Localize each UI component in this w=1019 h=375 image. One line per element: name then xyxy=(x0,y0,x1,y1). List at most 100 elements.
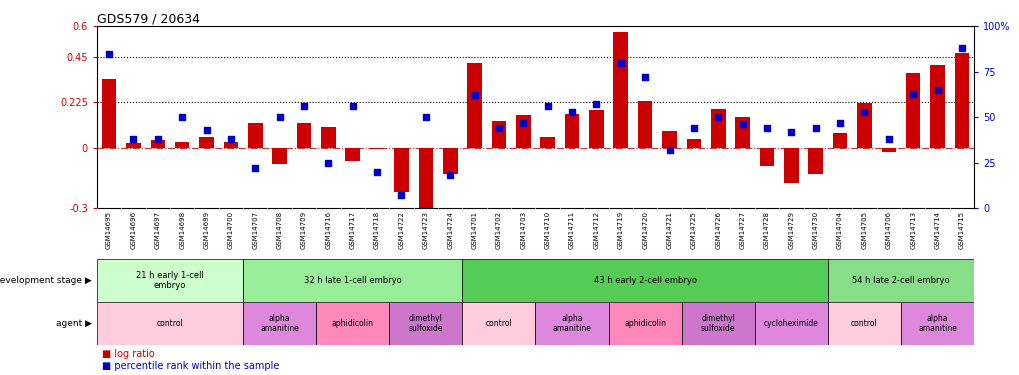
Point xyxy=(564,109,580,115)
Bar xyxy=(565,114,579,147)
Point xyxy=(709,114,726,120)
Bar xyxy=(735,117,749,147)
Bar xyxy=(243,302,316,345)
Text: GSM14716: GSM14716 xyxy=(325,211,331,249)
Point xyxy=(539,103,555,109)
Point xyxy=(783,129,799,135)
Text: GSM14726: GSM14726 xyxy=(714,211,720,249)
Bar xyxy=(151,140,165,147)
Bar xyxy=(832,134,847,147)
Text: GSM14729: GSM14729 xyxy=(788,211,794,249)
Point xyxy=(734,122,750,128)
Bar xyxy=(223,142,238,147)
Text: GSM14714: GSM14714 xyxy=(933,211,940,249)
Text: GSM14698: GSM14698 xyxy=(179,211,185,249)
Bar xyxy=(97,259,243,302)
Point xyxy=(953,45,969,51)
Bar xyxy=(370,147,384,148)
Point xyxy=(928,87,945,93)
Text: dimethyl
sulfoxide: dimethyl sulfoxide xyxy=(700,314,735,333)
Point xyxy=(904,90,920,96)
Bar xyxy=(759,147,773,166)
Bar xyxy=(297,123,311,147)
Text: ■ log ratio: ■ log ratio xyxy=(102,349,155,359)
Text: alpha
amanitine: alpha amanitine xyxy=(552,314,591,333)
Point xyxy=(101,51,117,57)
Point xyxy=(612,60,629,66)
Point xyxy=(125,136,142,142)
Text: 54 h late 2-cell embryo: 54 h late 2-cell embryo xyxy=(851,276,949,285)
Bar xyxy=(856,103,871,147)
Text: GSM14725: GSM14725 xyxy=(690,211,696,249)
Point xyxy=(856,109,872,115)
Text: GSM14704: GSM14704 xyxy=(837,211,843,249)
Text: GSM14717: GSM14717 xyxy=(350,211,356,249)
Text: GSM14695: GSM14695 xyxy=(106,211,112,249)
Bar xyxy=(827,302,900,345)
Text: GSM14718: GSM14718 xyxy=(374,211,380,249)
Bar xyxy=(126,144,141,147)
Point xyxy=(150,136,166,142)
Point xyxy=(393,192,410,198)
Text: GSM14727: GSM14727 xyxy=(739,211,745,249)
Text: GSM14697: GSM14697 xyxy=(155,211,161,249)
Bar xyxy=(710,109,725,147)
Bar xyxy=(784,147,798,183)
Bar xyxy=(462,259,827,302)
Text: GSM14707: GSM14707 xyxy=(252,211,258,249)
Bar xyxy=(905,73,919,147)
Bar xyxy=(681,302,754,345)
Bar xyxy=(589,110,603,147)
Text: GSM14701: GSM14701 xyxy=(471,211,477,249)
Bar xyxy=(612,32,628,147)
Text: GSM14728: GSM14728 xyxy=(763,211,769,249)
Text: GDS579 / 20634: GDS579 / 20634 xyxy=(97,12,200,25)
Point xyxy=(588,102,604,108)
Text: GSM14713: GSM14713 xyxy=(909,211,915,249)
Point xyxy=(174,114,191,120)
Point xyxy=(636,74,652,80)
Point xyxy=(515,120,531,126)
Bar xyxy=(272,147,286,164)
Text: GSM14709: GSM14709 xyxy=(301,211,307,249)
Text: 43 h early 2-cell embryo: 43 h early 2-cell embryo xyxy=(593,276,696,285)
Point xyxy=(271,114,287,120)
Point xyxy=(685,125,701,131)
Bar xyxy=(102,79,116,147)
Bar xyxy=(243,259,462,302)
Text: GSM14720: GSM14720 xyxy=(642,211,647,249)
Text: cycloheximide: cycloheximide xyxy=(763,319,818,328)
Text: GSM14705: GSM14705 xyxy=(861,211,866,249)
Bar xyxy=(491,121,505,147)
Bar xyxy=(880,147,896,152)
Text: GSM14700: GSM14700 xyxy=(227,211,233,249)
Bar xyxy=(808,147,822,174)
Text: ■ percentile rank within the sample: ■ percentile rank within the sample xyxy=(102,361,279,371)
Text: GSM14723: GSM14723 xyxy=(423,211,428,249)
Bar xyxy=(321,127,335,147)
Text: GSM14696: GSM14696 xyxy=(130,211,137,249)
Text: GSM14719: GSM14719 xyxy=(618,211,624,249)
Bar xyxy=(754,302,827,345)
Bar xyxy=(608,302,681,345)
Point xyxy=(320,160,336,166)
Text: alpha
amanitine: alpha amanitine xyxy=(260,314,299,333)
Point xyxy=(807,125,823,131)
Point xyxy=(344,103,361,109)
Point xyxy=(466,92,482,98)
Bar xyxy=(462,302,535,345)
Point xyxy=(758,125,774,131)
Bar xyxy=(929,64,944,147)
Text: GSM14721: GSM14721 xyxy=(665,211,672,249)
Point xyxy=(222,136,238,142)
Bar xyxy=(345,147,360,160)
Text: GSM14706: GSM14706 xyxy=(884,211,891,249)
Bar xyxy=(661,131,677,147)
Text: GSM14724: GSM14724 xyxy=(446,211,452,249)
Bar xyxy=(540,137,554,147)
Text: GSM14702: GSM14702 xyxy=(495,211,501,249)
Bar xyxy=(954,53,968,147)
Text: GSM14699: GSM14699 xyxy=(204,211,209,249)
Bar xyxy=(442,147,458,174)
Text: GSM14711: GSM14711 xyxy=(569,211,575,249)
